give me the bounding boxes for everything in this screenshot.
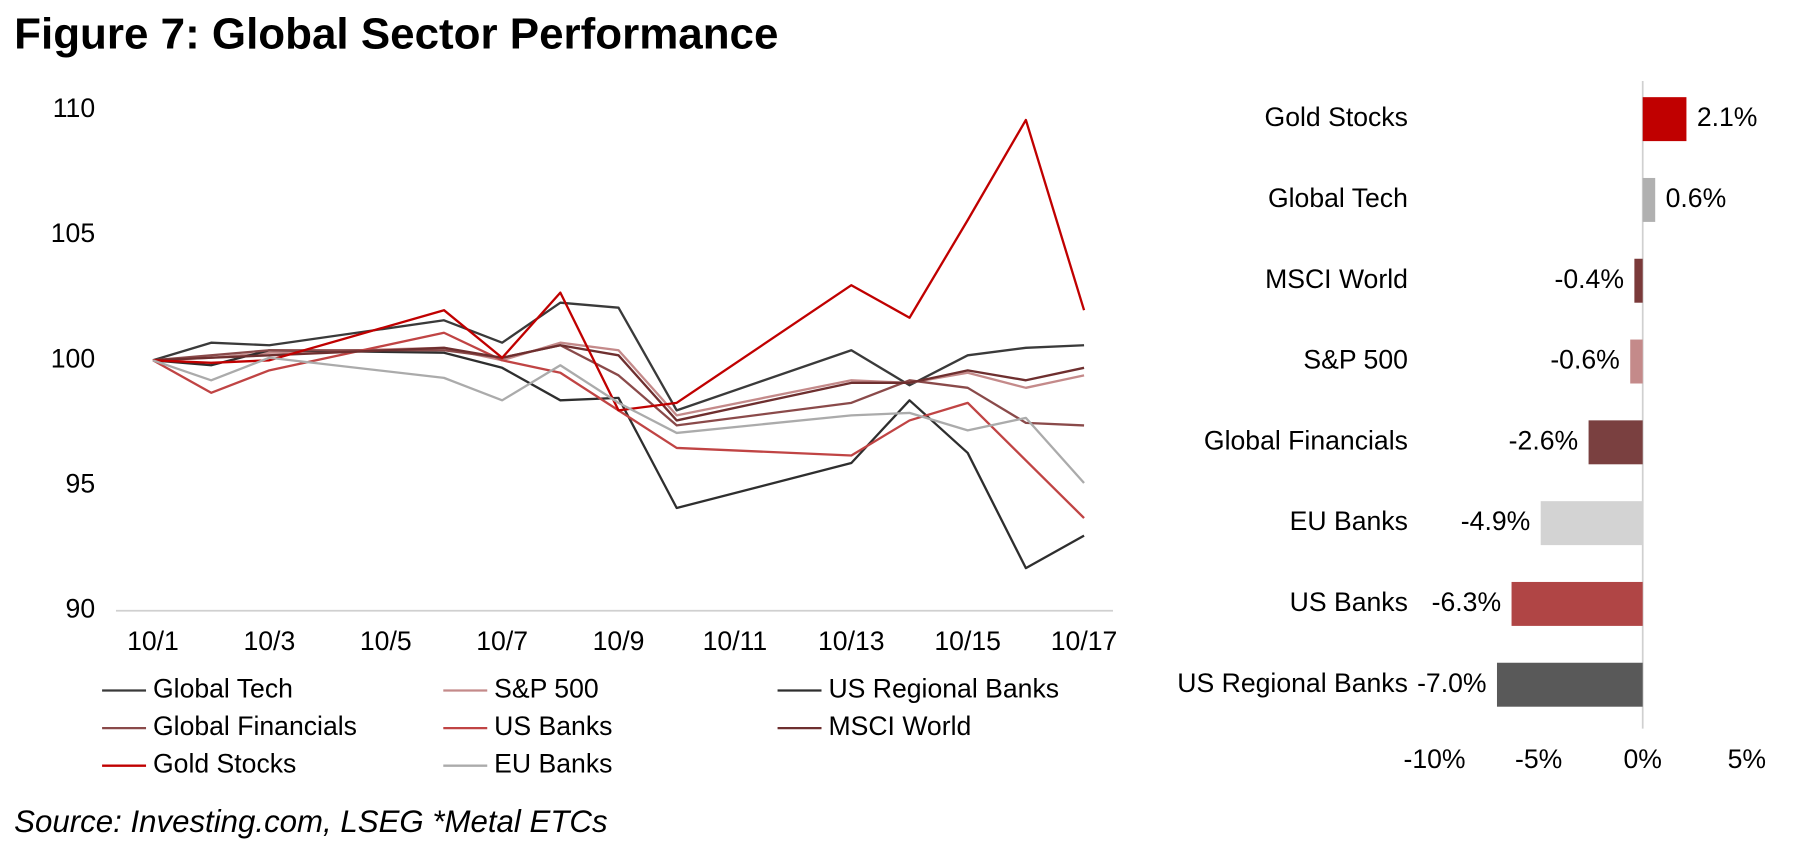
series-line [152, 341, 1085, 417]
x-tick-label: 10/17 [1051, 626, 1118, 656]
series-line [152, 301, 1085, 412]
x-tick-label: 10/7 [476, 626, 528, 656]
legend-label: EU Banks [494, 749, 612, 779]
series-line [152, 118, 1086, 412]
x-tick-label: 10/13 [818, 626, 885, 656]
y-tick-label: 95 [66, 469, 96, 499]
bar [1634, 258, 1643, 303]
x-tick-label: 5% [1728, 744, 1766, 774]
x-tick-label: 10/1 [127, 626, 179, 656]
x-tick-label: -5% [1515, 744, 1562, 774]
category-label: US Regional Banks [1177, 668, 1408, 698]
legend-label: Gold Stocks [153, 749, 296, 779]
bar [1630, 339, 1643, 384]
series-line [152, 344, 1085, 422]
series-line [152, 356, 1085, 484]
value-label: 2.1% [1697, 102, 1758, 132]
bar [1540, 501, 1643, 546]
value-label: -6.3% [1432, 587, 1501, 617]
legend-label: US Banks [494, 711, 612, 741]
category-label: S&P 500 [1303, 345, 1408, 375]
legend-label: MSCI World [828, 711, 971, 741]
x-tick-label: 10/15 [934, 626, 1001, 656]
category-label: Gold Stocks [1265, 102, 1408, 132]
y-tick-label: 110 [53, 93, 95, 123]
x-tick-label: 10/5 [360, 626, 412, 656]
bar [1588, 420, 1643, 465]
x-tick-label: 10/11 [703, 626, 768, 656]
series-line [152, 349, 1085, 570]
value-label: -4.9% [1461, 506, 1530, 536]
bar [1511, 581, 1643, 626]
y-tick-label: 90 [66, 594, 96, 624]
category-label: EU Banks [1290, 506, 1408, 536]
x-tick-label: 10/9 [593, 626, 645, 656]
series-line [152, 344, 1085, 427]
category-label: US Banks [1290, 587, 1408, 617]
figure-title: Figure 7: Global Sector Performance [14, 10, 778, 59]
value-label: 0.6% [1666, 183, 1727, 213]
value-label: -0.6% [1550, 345, 1619, 375]
y-tick-label: 100 [51, 343, 95, 373]
x-tick-label: 0% [1623, 744, 1661, 774]
x-tick-label: -10% [1403, 744, 1465, 774]
value-label: -0.4% [1554, 264, 1623, 294]
category-label: Global Tech [1268, 183, 1408, 213]
legend-label: US Regional Banks [828, 674, 1059, 704]
legend-label: Global Tech [153, 674, 293, 704]
x-tick-label: 10/3 [243, 626, 295, 656]
legend-label: Global Financials [153, 711, 357, 741]
bar [1496, 662, 1643, 707]
category-label: Global Financials [1204, 425, 1408, 455]
value-label: -7.0% [1417, 668, 1486, 698]
bar [1642, 177, 1656, 222]
source-note: Source: Investing.com, LSEG *Metal ETCs [14, 804, 607, 839]
category-label: MSCI World [1265, 264, 1408, 294]
value-label: -2.6% [1509, 425, 1578, 455]
legend-label: S&P 500 [494, 674, 599, 704]
bar [1642, 97, 1687, 142]
y-tick-label: 105 [51, 218, 95, 248]
